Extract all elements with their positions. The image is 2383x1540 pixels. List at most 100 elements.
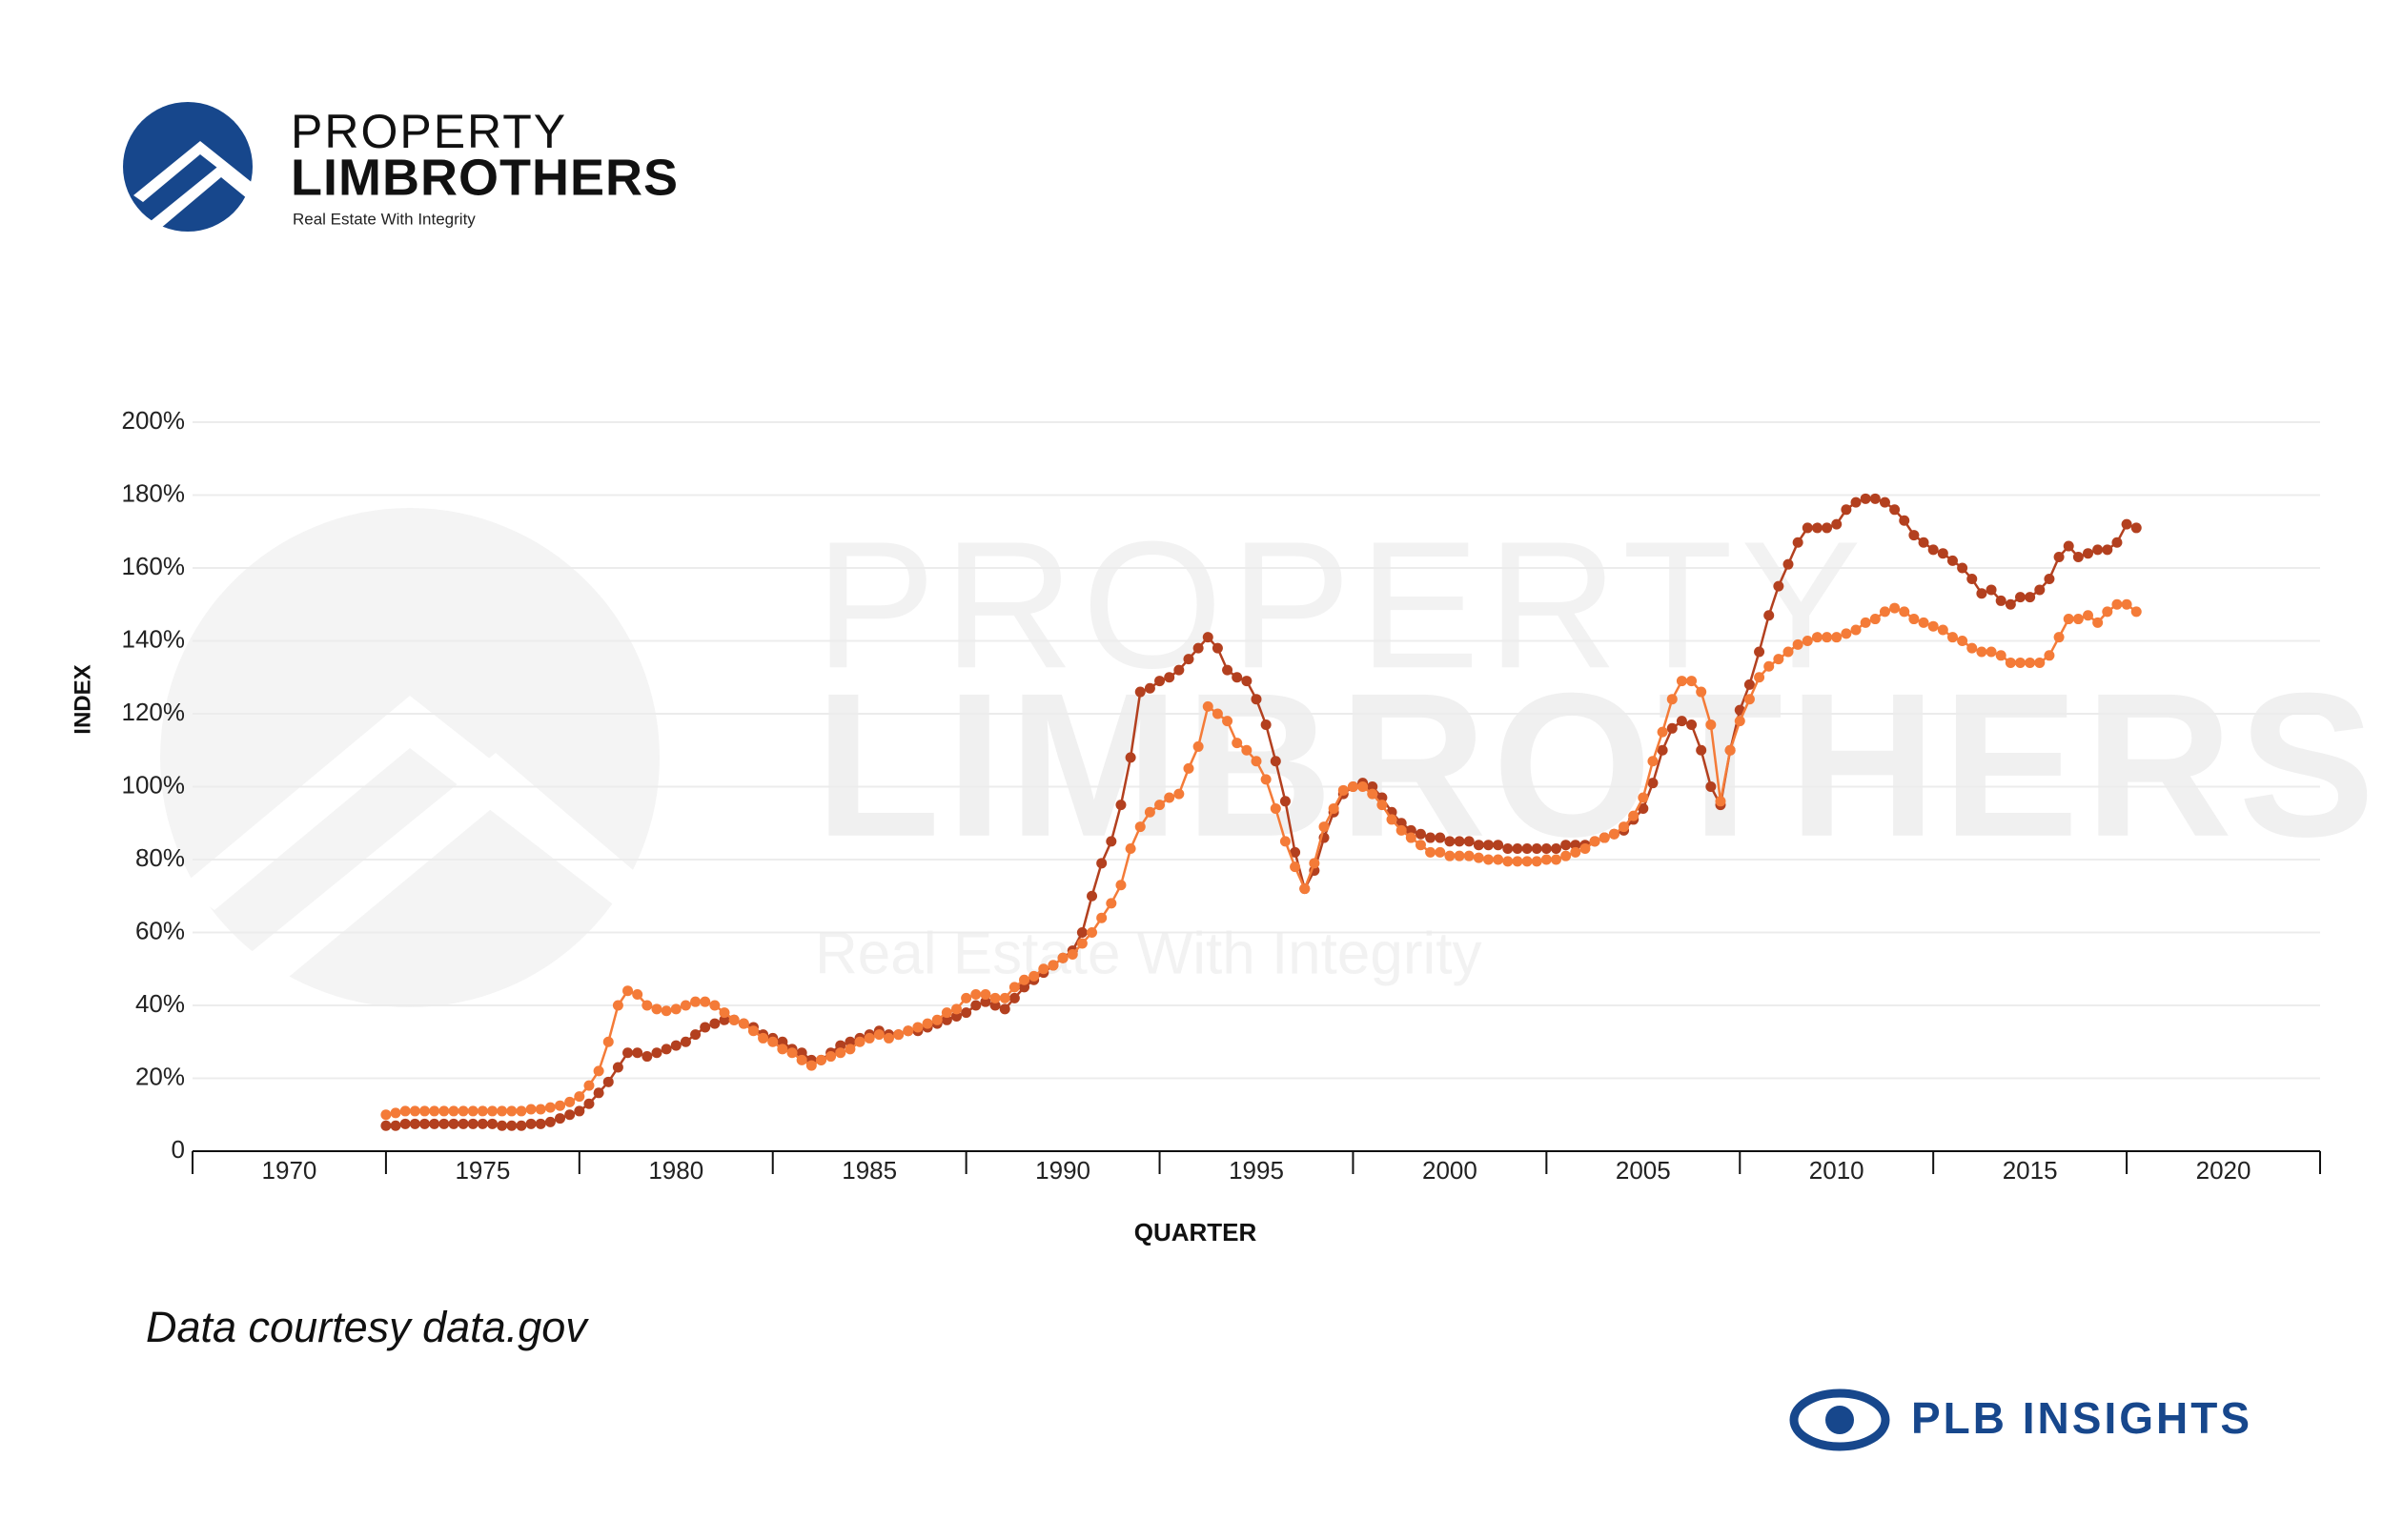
series-point xyxy=(1696,744,1707,756)
series-point xyxy=(1337,784,1349,796)
series-point xyxy=(1048,960,1059,971)
series-point xyxy=(922,1018,933,1029)
series-point xyxy=(1299,883,1311,895)
series-point xyxy=(1328,802,1339,814)
series-point xyxy=(564,1096,576,1107)
x-tick-label: 2010 xyxy=(1809,1156,1864,1185)
tagline: Real Estate With Integrity xyxy=(293,210,476,228)
series-point xyxy=(1657,744,1668,756)
series-point xyxy=(458,1118,469,1129)
series-point xyxy=(690,996,702,1007)
series-point xyxy=(903,1025,914,1037)
series-point xyxy=(2025,657,2036,668)
series-point xyxy=(690,1029,702,1041)
series-point xyxy=(680,1000,691,1011)
series-point xyxy=(429,1118,440,1129)
series-point xyxy=(1966,573,1978,584)
series-point xyxy=(1482,854,1494,865)
y-tick-label: 120% xyxy=(122,698,186,726)
series-point xyxy=(1879,606,1890,618)
series-point xyxy=(1521,856,1533,867)
series-point xyxy=(390,1107,401,1119)
series-point xyxy=(1435,846,1446,858)
series-point xyxy=(1705,719,1717,730)
series-point xyxy=(1628,810,1640,821)
series-point xyxy=(1743,679,1755,690)
series-point xyxy=(950,1010,962,1022)
x-tick-label: 1990 xyxy=(1035,1156,1090,1185)
series-point xyxy=(583,1098,595,1109)
y-tick-label: 20% xyxy=(135,1062,185,1090)
series-point xyxy=(2053,632,2065,643)
series-point xyxy=(438,1118,450,1129)
series-point xyxy=(719,1007,730,1019)
series-point xyxy=(2034,657,2046,668)
series-point xyxy=(1183,762,1194,774)
series-point xyxy=(506,1105,518,1117)
series-point xyxy=(980,996,991,1007)
series-point xyxy=(845,1044,856,1055)
series-point xyxy=(1096,912,1108,923)
series-point xyxy=(1144,806,1155,818)
series-point xyxy=(1173,664,1185,676)
series-point xyxy=(1232,672,1243,683)
series-point xyxy=(825,1051,837,1063)
series-point xyxy=(574,1105,585,1117)
series-point xyxy=(1279,836,1291,847)
series-point xyxy=(1425,846,1436,858)
x-tick-label: 1985 xyxy=(842,1156,897,1185)
series-point xyxy=(2025,592,2036,603)
series-point xyxy=(1260,774,1272,785)
series-point xyxy=(622,1047,634,1059)
series-point xyxy=(1638,802,1649,814)
series-point xyxy=(2083,610,2094,621)
series-point xyxy=(1482,840,1494,851)
x-tick-label: 1980 xyxy=(648,1156,703,1185)
series-point xyxy=(448,1118,459,1129)
logo-chevron xyxy=(151,164,253,229)
series-point xyxy=(1241,744,1253,756)
series-point xyxy=(583,1080,595,1091)
series-point xyxy=(2005,657,2016,668)
series-point xyxy=(1076,938,1088,949)
series-point xyxy=(1908,614,1920,625)
series-point xyxy=(1125,843,1136,855)
brand-bottom: LIMBROTHERS xyxy=(291,149,679,206)
series-point xyxy=(1183,654,1194,665)
series-point xyxy=(574,1091,585,1103)
series-point xyxy=(1754,646,1765,658)
plot: 0 20% 40% 60% 80% 100% 120% 140% 160% 180% 200% 197… xyxy=(122,406,2321,1185)
y-tick-label: 40% xyxy=(135,989,185,1018)
series-point xyxy=(1318,821,1330,833)
series-point xyxy=(1773,654,1784,665)
series-point xyxy=(661,1005,672,1017)
series-point xyxy=(1212,642,1223,654)
series-point xyxy=(1841,504,1852,516)
series-point xyxy=(1608,828,1619,840)
series-point xyxy=(989,992,1001,1003)
series-point xyxy=(1946,632,1958,643)
series-point xyxy=(1850,624,1862,636)
series-point xyxy=(2034,584,2046,596)
series-point xyxy=(448,1105,459,1117)
series-point xyxy=(1367,781,1378,792)
series-point xyxy=(1212,708,1223,719)
series-point xyxy=(777,1036,788,1047)
series-point xyxy=(1512,843,1523,855)
series-point xyxy=(1946,555,1958,566)
series-point xyxy=(1619,821,1630,833)
series-point xyxy=(1106,836,1117,847)
series-point xyxy=(980,989,991,1001)
series-point xyxy=(1811,632,1823,643)
series-point xyxy=(777,1044,788,1055)
series-point xyxy=(1869,614,1881,625)
series-point xyxy=(1802,636,1813,646)
series-point xyxy=(477,1105,488,1117)
series-point xyxy=(1008,982,1020,993)
logo-circle xyxy=(123,102,253,232)
series-point xyxy=(1164,672,1175,683)
series-point xyxy=(1173,788,1185,800)
series-point xyxy=(2072,552,2084,563)
series-point xyxy=(544,1102,556,1113)
